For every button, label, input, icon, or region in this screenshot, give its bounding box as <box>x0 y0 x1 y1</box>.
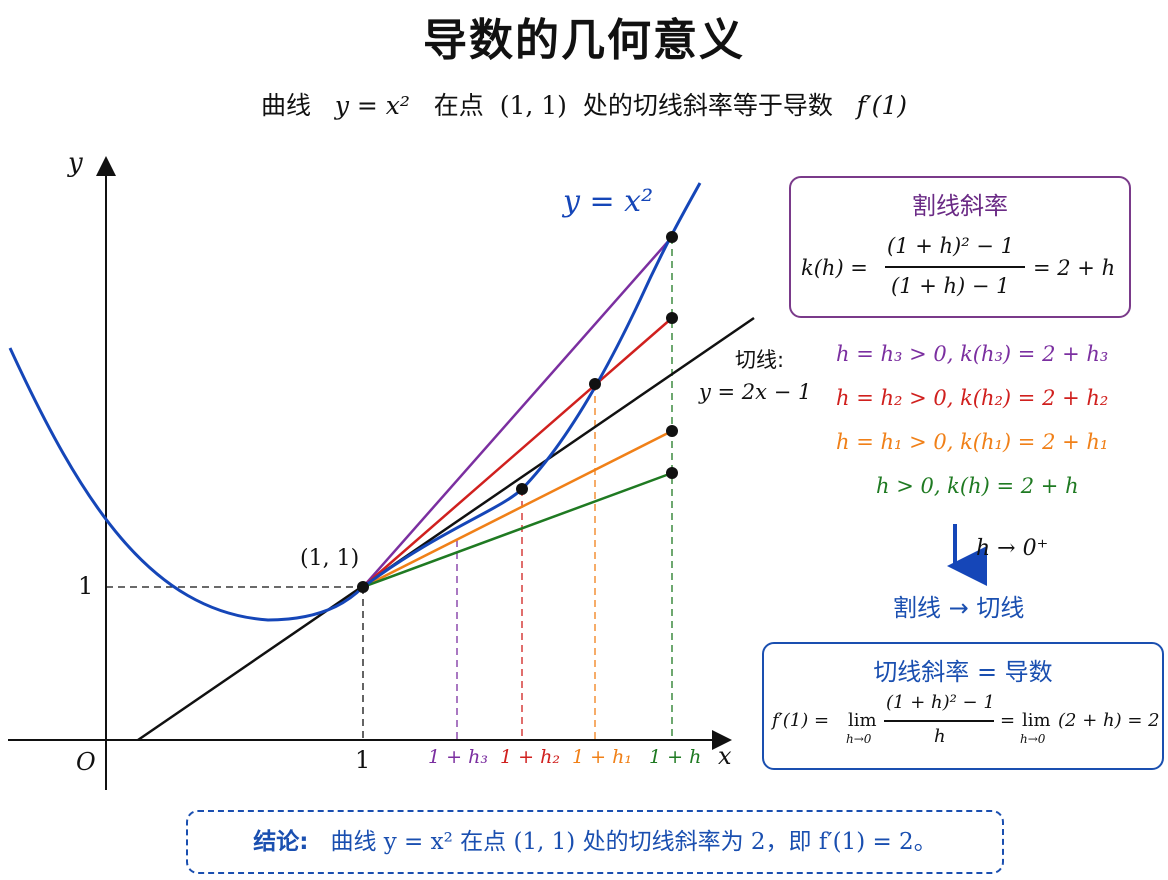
secant-denominator: (1 + h) − 1 <box>891 274 1010 298</box>
point-h3 <box>666 231 678 243</box>
x-marker-h3: 1 + h₃ <box>428 746 488 768</box>
secant-h3 <box>362 236 673 588</box>
point-h <box>666 467 678 479</box>
tangent-label-title: 切线: <box>735 348 785 372</box>
secant-h1 <box>362 429 673 589</box>
subtitle-post: 处的切线斜率等于导数 <box>582 91 833 120</box>
x-marker-h1: 1 + h₁ <box>572 746 632 768</box>
point-curve-h1 <box>589 378 601 390</box>
secant-formula-lhs: k(h) = <box>801 256 868 280</box>
secant-h <box>362 471 673 589</box>
conclusion-box: 结论: 曲线 y = x² 在点 (1, 1) 处的切线斜率为 2，即 f′(1… <box>186 810 1004 874</box>
parabola-curve <box>8 182 702 622</box>
secant-box-heading: 割线斜率 <box>912 192 1008 220</box>
origin-label: O <box>76 748 96 776</box>
deriv-denominator: h <box>934 726 946 747</box>
derivative-box-heading: 切线斜率 = 导数 <box>873 658 1053 686</box>
slope-h1: h = h₁ > 0, k(h₁) = 2 + h₁ <box>836 430 1109 454</box>
tangent-label-eq: y = 2x − 1 <box>699 380 812 404</box>
point-h2 <box>666 312 678 324</box>
page-title: 导数的几何意义 <box>423 15 745 66</box>
curve-label: y = x² <box>563 184 654 219</box>
point-label: (1, 1) <box>300 546 360 571</box>
subtitle-point: (1, 1) <box>499 91 567 120</box>
secant-h2 <box>362 317 673 588</box>
slope-h: h > 0, k(h) = 2 + h <box>876 474 1079 498</box>
deriv-rhs: (2 + h) = 2 <box>1058 710 1160 731</box>
slope-h2: h = h₂ > 0, k(h₂) = 2 + h₂ <box>836 386 1109 410</box>
y-axis-label: y <box>68 148 83 178</box>
subtitle: 曲线 y = x² 在点 (1, 1) 处的切线斜率等于导数 f′(1) <box>0 86 1168 122</box>
derivative-box: 切线斜率 = 导数 f′(1) = lim h→0 (1 + h)² − 1 h… <box>762 642 1164 770</box>
subtitle-derivative: f′(1) <box>856 91 908 120</box>
conclusion-label: 结论: <box>253 829 309 855</box>
point-one-one <box>357 581 369 593</box>
subtitle-equation: y = x² <box>334 91 410 120</box>
slope-h3: h = h₃ > 0, k(h₃) = 2 + h₃ <box>836 342 1109 366</box>
x-marker-h2: 1 + h₂ <box>500 746 560 768</box>
deriv-fraction-bar <box>884 720 994 722</box>
x-tick-one: 1 <box>355 746 371 774</box>
tangent-line <box>137 316 755 742</box>
secant-to-tangent: 割线 → 切线 <box>893 594 1025 622</box>
point-h1 <box>666 425 678 437</box>
secant-fraction-bar <box>885 266 1025 268</box>
subtitle-mid: 在点 <box>433 91 484 120</box>
x-marker-h: 1 + h <box>649 746 702 768</box>
y-tick-one: 1 <box>78 572 94 600</box>
point-curve-h2 <box>516 483 528 495</box>
deriv-lhs: f′(1) = <box>772 710 830 731</box>
secant-formula-rhs: = 2 + h <box>1033 256 1116 280</box>
secant-slope-box: 割线斜率 k(h) = (1 + h)² − 1 (1 + h) − 1 = 2… <box>789 176 1131 318</box>
conclusion-text: 曲线 y = x² 在点 (1, 1) 处的切线斜率为 2，即 f′(1) = … <box>330 829 937 855</box>
deriv-lim2: lim <box>1022 710 1051 731</box>
deriv-numerator: (1 + h)² − 1 <box>886 692 995 713</box>
limit-label: h → 0⁺ <box>976 536 1049 561</box>
deriv-lim1: lim <box>848 710 877 731</box>
deriv-mid-equals: = <box>1000 710 1016 731</box>
deriv-lim1-sub: h→0 <box>846 732 872 746</box>
subtitle-pre: 曲线 <box>260 91 311 120</box>
secant-numerator: (1 + h)² − 1 <box>887 234 1014 258</box>
deriv-lim2-sub: h→0 <box>1020 732 1046 746</box>
x-axis-label: x <box>718 742 732 770</box>
